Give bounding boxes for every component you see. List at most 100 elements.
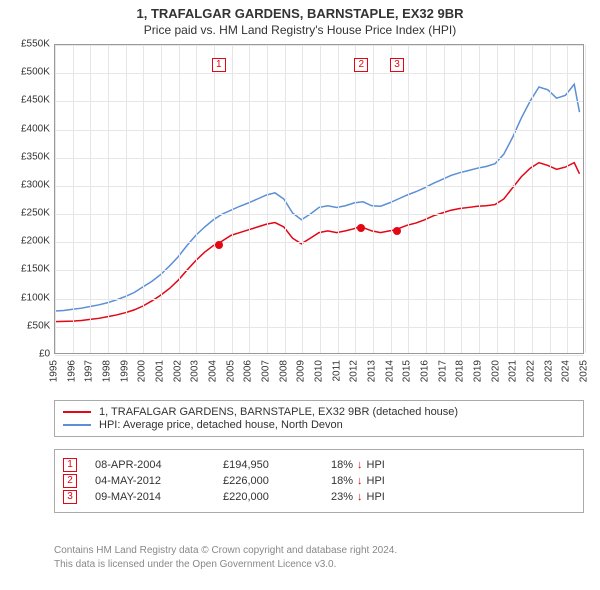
sale-date: 04-MAY-2012 bbox=[95, 475, 205, 487]
x-tick-label: 2002 bbox=[172, 360, 183, 382]
x-tick-label: 2024 bbox=[561, 360, 572, 382]
x-tick-label: 2018 bbox=[455, 360, 466, 382]
x-tick-label: 2017 bbox=[437, 360, 448, 382]
sale-delta-label: HPI bbox=[367, 475, 385, 487]
gridline-horizontal bbox=[55, 214, 583, 215]
chart-container: { "title_line1": "1, TRAFALGAR GARDENS, … bbox=[0, 0, 600, 590]
attribution-line2: This data is licensed under the Open Gov… bbox=[54, 558, 584, 572]
sales-table: 108-APR-2004£194,95018%↓HPI204-MAY-2012£… bbox=[54, 449, 584, 513]
gridline-vertical bbox=[355, 45, 356, 353]
x-tick-label: 1996 bbox=[66, 360, 77, 382]
x-tick-label: 2019 bbox=[473, 360, 484, 382]
x-tick-label: 1995 bbox=[49, 360, 60, 382]
gridline-vertical bbox=[302, 45, 303, 353]
sale-marker-dot bbox=[357, 224, 365, 232]
attribution-text: Contains HM Land Registry data © Crown c… bbox=[54, 544, 584, 571]
gridline-vertical bbox=[143, 45, 144, 353]
gridline-vertical bbox=[320, 45, 321, 353]
gridline-vertical bbox=[426, 45, 427, 353]
gridline-vertical bbox=[444, 45, 445, 353]
gridline-vertical bbox=[55, 45, 56, 353]
legend-swatch bbox=[63, 424, 91, 426]
x-tick-label: 1997 bbox=[84, 360, 95, 382]
gridline-horizontal bbox=[55, 270, 583, 271]
gridline-vertical bbox=[214, 45, 215, 353]
gridline-vertical bbox=[267, 45, 268, 353]
sale-delta-pct: 23% bbox=[331, 491, 353, 503]
sale-row: 309-MAY-2014£220,00023%↓HPI bbox=[63, 490, 575, 504]
legend-swatch bbox=[63, 411, 91, 413]
legend-row: 1, TRAFALGAR GARDENS, BARNSTAPLE, EX32 9… bbox=[63, 406, 575, 418]
gridline-vertical bbox=[408, 45, 409, 353]
gridline-horizontal bbox=[55, 101, 583, 102]
gridline-vertical bbox=[532, 45, 533, 353]
gridline-vertical bbox=[391, 45, 392, 353]
x-tick-label: 1999 bbox=[119, 360, 130, 382]
gridline-vertical bbox=[585, 45, 586, 353]
gridline-vertical bbox=[126, 45, 127, 353]
x-tick-label: 2022 bbox=[526, 360, 537, 382]
x-tick-label: 2007 bbox=[261, 360, 272, 382]
arrow-down-icon: ↓ bbox=[357, 459, 363, 471]
arrow-down-icon: ↓ bbox=[357, 475, 363, 487]
gridline-vertical bbox=[232, 45, 233, 353]
gridline-vertical bbox=[161, 45, 162, 353]
sale-delta: 23% ↓ HPI bbox=[331, 491, 385, 503]
x-tick-label: 2025 bbox=[579, 360, 590, 382]
x-tick-label: 2005 bbox=[225, 360, 236, 382]
y-tick-label: £450K bbox=[21, 95, 50, 106]
arrow-down-icon: ↓ bbox=[357, 491, 363, 503]
chart-title-subtitle: Price paid vs. HM Land Registry's House … bbox=[0, 23, 600, 37]
sale-marker-dot bbox=[393, 227, 401, 235]
legend-label: 1, TRAFALGAR GARDENS, BARNSTAPLE, EX32 9… bbox=[99, 406, 458, 418]
gridline-vertical bbox=[373, 45, 374, 353]
gridline-vertical bbox=[514, 45, 515, 353]
sale-marker-box: 2 bbox=[354, 58, 368, 72]
x-tick-label: 2001 bbox=[155, 360, 166, 382]
gridline-vertical bbox=[73, 45, 74, 353]
gridline-horizontal bbox=[55, 299, 583, 300]
x-tick-label: 2000 bbox=[137, 360, 148, 382]
legend-row: HPI: Average price, detached house, Nort… bbox=[63, 419, 575, 431]
sale-marker-box: 3 bbox=[390, 58, 404, 72]
x-tick-label: 2011 bbox=[331, 360, 342, 382]
sale-marker-box: 1 bbox=[212, 58, 226, 72]
x-tick-label: 2016 bbox=[420, 360, 431, 382]
y-tick-label: £300K bbox=[21, 179, 50, 190]
sale-delta: 18%↓HPI bbox=[331, 475, 385, 487]
gridline-vertical bbox=[479, 45, 480, 353]
sale-index-badge: 2 bbox=[63, 474, 77, 488]
sale-delta-pct: 18% bbox=[331, 459, 353, 471]
gridline-vertical bbox=[550, 45, 551, 353]
gridline-vertical bbox=[196, 45, 197, 353]
y-tick-label: £150K bbox=[21, 264, 50, 275]
sale-price: £220,000 bbox=[223, 491, 313, 503]
gridline-vertical bbox=[179, 45, 180, 353]
gridline-vertical bbox=[108, 45, 109, 353]
gridline-vertical bbox=[90, 45, 91, 353]
y-tick-label: £100K bbox=[21, 292, 50, 303]
y-tick-label: £500K bbox=[21, 67, 50, 78]
y-tick-label: £350K bbox=[21, 151, 50, 162]
y-tick-label: £400K bbox=[21, 123, 50, 134]
gridline-vertical bbox=[497, 45, 498, 353]
x-tick-label: 2023 bbox=[543, 360, 554, 382]
chart-area: 123 £0£50K£100K£150K£200K£250K£300K£350K… bbox=[0, 44, 600, 394]
x-tick-label: 2009 bbox=[296, 360, 307, 382]
y-tick-label: £200K bbox=[21, 236, 50, 247]
x-tick-label: 2003 bbox=[190, 360, 201, 382]
gridline-vertical bbox=[285, 45, 286, 353]
x-tick-label: 2012 bbox=[349, 360, 360, 382]
gridline-horizontal bbox=[55, 73, 583, 74]
y-tick-label: £550K bbox=[21, 39, 50, 50]
gridline-vertical bbox=[249, 45, 250, 353]
y-tick-label: £0 bbox=[39, 349, 50, 360]
sale-price: £194,950 bbox=[223, 459, 313, 471]
chart-legend: 1, TRAFALGAR GARDENS, BARNSTAPLE, EX32 9… bbox=[54, 400, 584, 437]
sale-price: £226,000 bbox=[223, 475, 313, 487]
sale-delta-label: HPI bbox=[367, 491, 385, 503]
x-tick-label: 2014 bbox=[384, 360, 395, 382]
attribution-line1: Contains HM Land Registry data © Crown c… bbox=[54, 544, 584, 558]
gridline-vertical bbox=[338, 45, 339, 353]
chart-title-block: 1, TRAFALGAR GARDENS, BARNSTAPLE, EX32 9… bbox=[0, 0, 600, 37]
